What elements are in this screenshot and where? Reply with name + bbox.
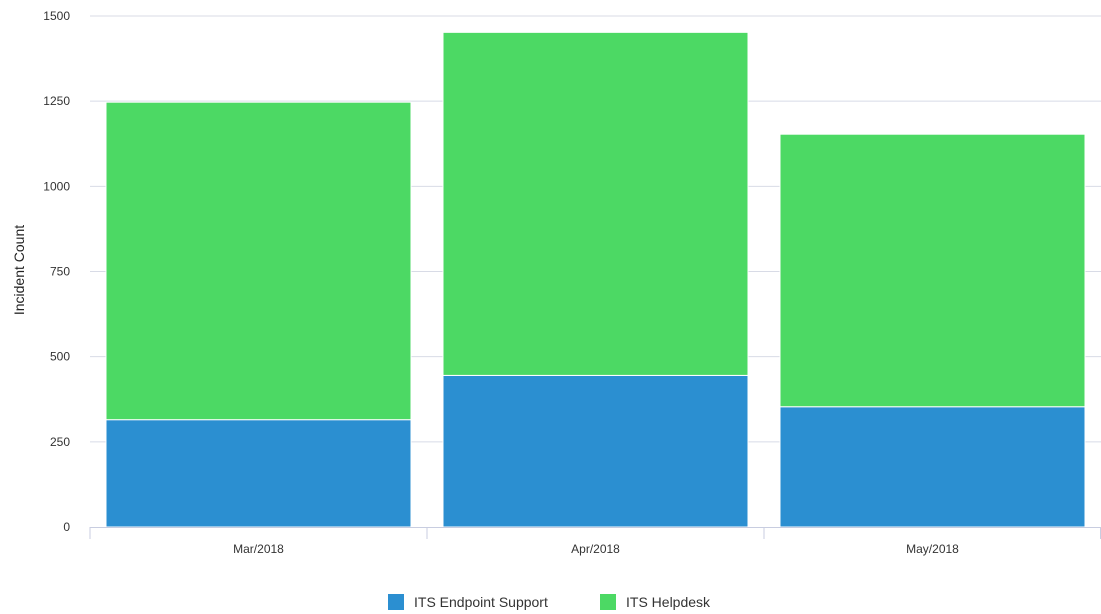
y-axis-title: Incident Count [11,225,27,315]
bar-helpdesk [105,101,412,421]
bars [105,31,1086,528]
legend-label: ITS Helpdesk [626,594,711,610]
bar-helpdesk [442,31,749,376]
legend-label: ITS Endpoint Support [414,594,548,610]
y-tick-label: 750 [50,265,70,279]
x-tick-label: Mar/2018 [233,542,284,556]
bar-endpoint-support [779,406,1086,528]
bar-endpoint-support [442,374,749,528]
x-axis [89,527,1101,539]
bar-endpoint-support [105,419,412,528]
legend-swatch [388,594,404,610]
legend-swatch [600,594,616,610]
bar-helpdesk [779,133,1086,408]
legend: ITS Endpoint Support ITS Helpdesk [388,594,711,610]
y-tick-label: 250 [50,435,70,449]
y-tick-label: 500 [50,350,70,364]
y-tick-label: 1250 [43,94,70,108]
y-tick-label: 0 [63,520,70,534]
x-axis-ticks: Mar/2018 Apr/2018 May/2018 [233,542,959,556]
x-tick-label: May/2018 [906,542,959,556]
y-tick-label: 1500 [43,9,70,23]
x-tick-label: Apr/2018 [571,542,620,556]
y-tick-label: 1000 [43,179,70,193]
y-axis-ticks: 0 250 500 750 1000 1250 1500 [43,9,70,534]
